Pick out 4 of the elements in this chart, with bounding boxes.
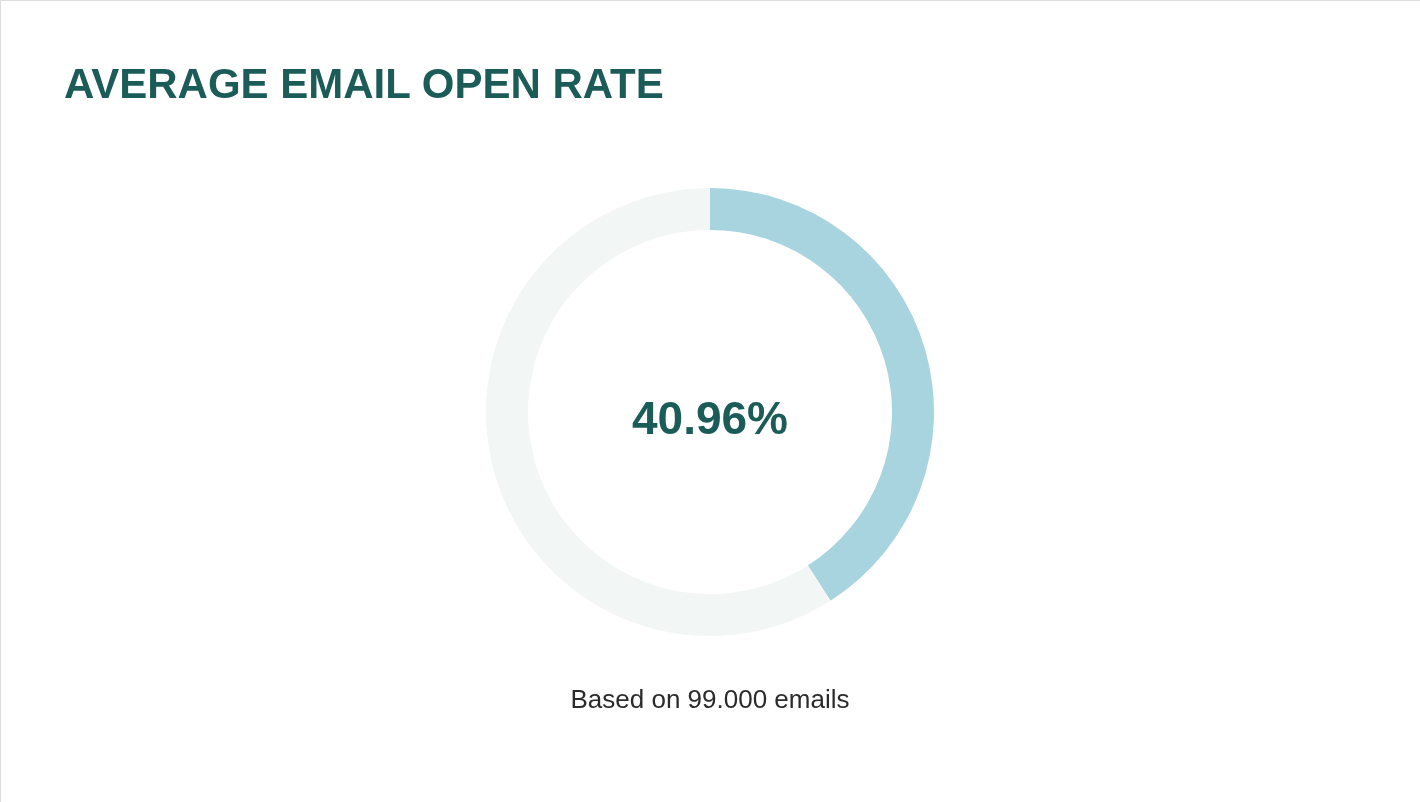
text: Based on 99.000 emails — [570, 684, 850, 714]
chart-title: AVERAGE EMAIL OPEN RATE — [64, 60, 664, 107]
text: 40.96% — [631, 392, 789, 444]
donut-slice — [486, 188, 831, 636]
